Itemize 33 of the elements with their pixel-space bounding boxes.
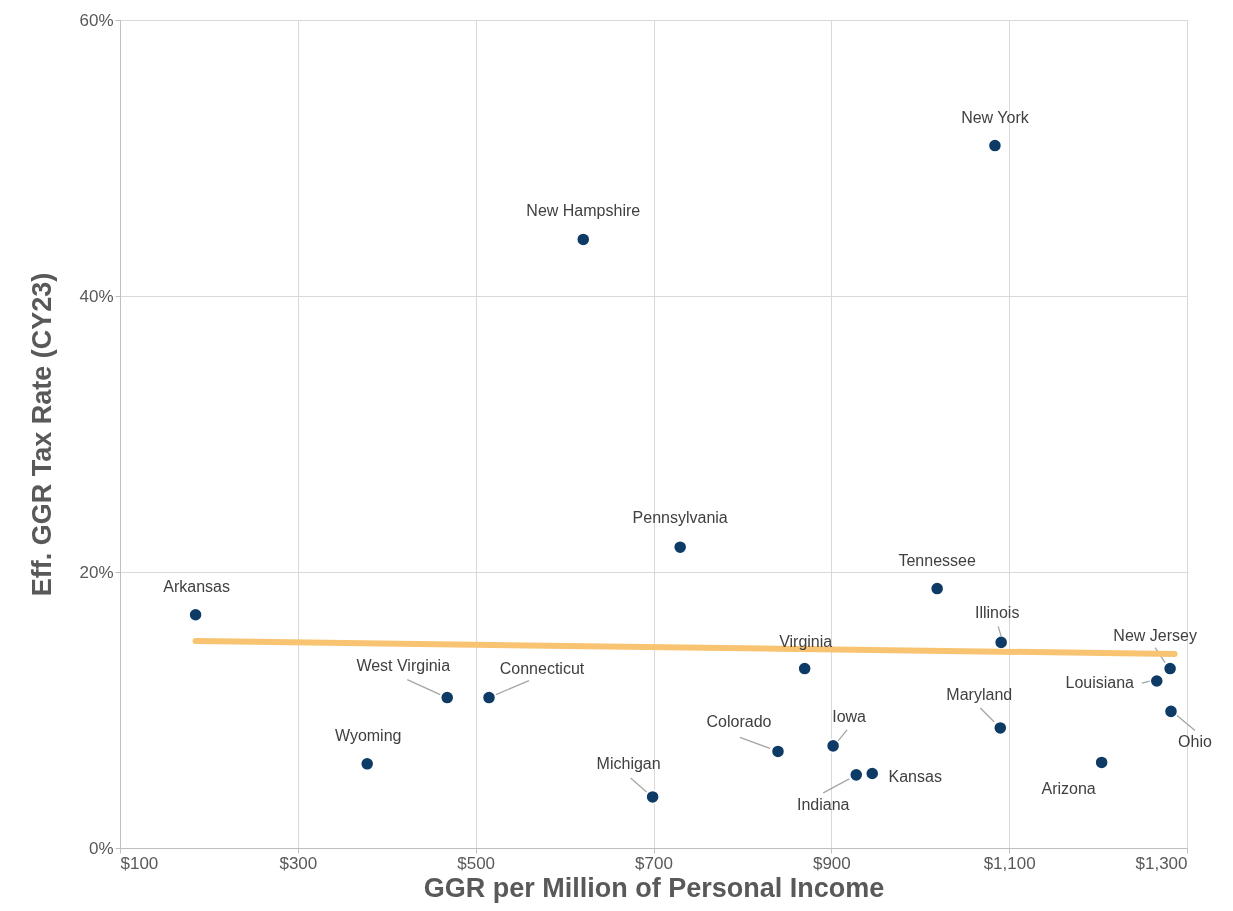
annotation: Kansas (888, 768, 942, 786)
annotation: Maryland (946, 685, 1013, 703)
annotation: New York (961, 108, 1030, 126)
annotation: West Virginia (356, 656, 451, 674)
annotation: Colorado (706, 713, 772, 731)
x-axis-title: GGR per Million of Personal Income (423, 872, 885, 903)
annotation: Louisiana (1065, 674, 1135, 692)
annotation: Illinois (974, 604, 1020, 622)
annotation: New Jersey (1113, 626, 1197, 644)
y-tick-label: 0% (88, 838, 114, 858)
annotation: Virginia (779, 632, 833, 650)
x-tick-label: $100 (120, 853, 159, 873)
annotation: Ohio (1178, 733, 1212, 751)
x-tick-label: $900 (812, 853, 851, 873)
y-tick-label: 60% (79, 10, 114, 30)
y-tick-label: 40% (79, 286, 114, 306)
x-tick-label: $1,300 (1135, 853, 1188, 873)
y-axis-title: Eff. GGR Tax Rate (CY23) (27, 272, 58, 597)
annotation: Arizona (1041, 780, 1096, 798)
annotation: Indiana (796, 795, 850, 813)
annotation: Tennessee (898, 551, 976, 569)
x-tick-label: $300 (279, 853, 318, 873)
x-tick-label: $700 (635, 853, 673, 873)
annotation: New Hampshire (526, 202, 641, 220)
annotation: Arkansas (163, 577, 230, 595)
annotation: Wyoming (334, 726, 402, 744)
annotation: Michigan (596, 754, 661, 772)
annotation: Iowa (832, 707, 867, 725)
annotation: Connecticut (499, 659, 585, 677)
x-tick-label: $1,100 (983, 853, 1036, 873)
annotation: Pennsylvania (632, 509, 728, 527)
x-tick-label: $500 (457, 853, 496, 873)
y-tick-label: 20% (79, 562, 114, 582)
